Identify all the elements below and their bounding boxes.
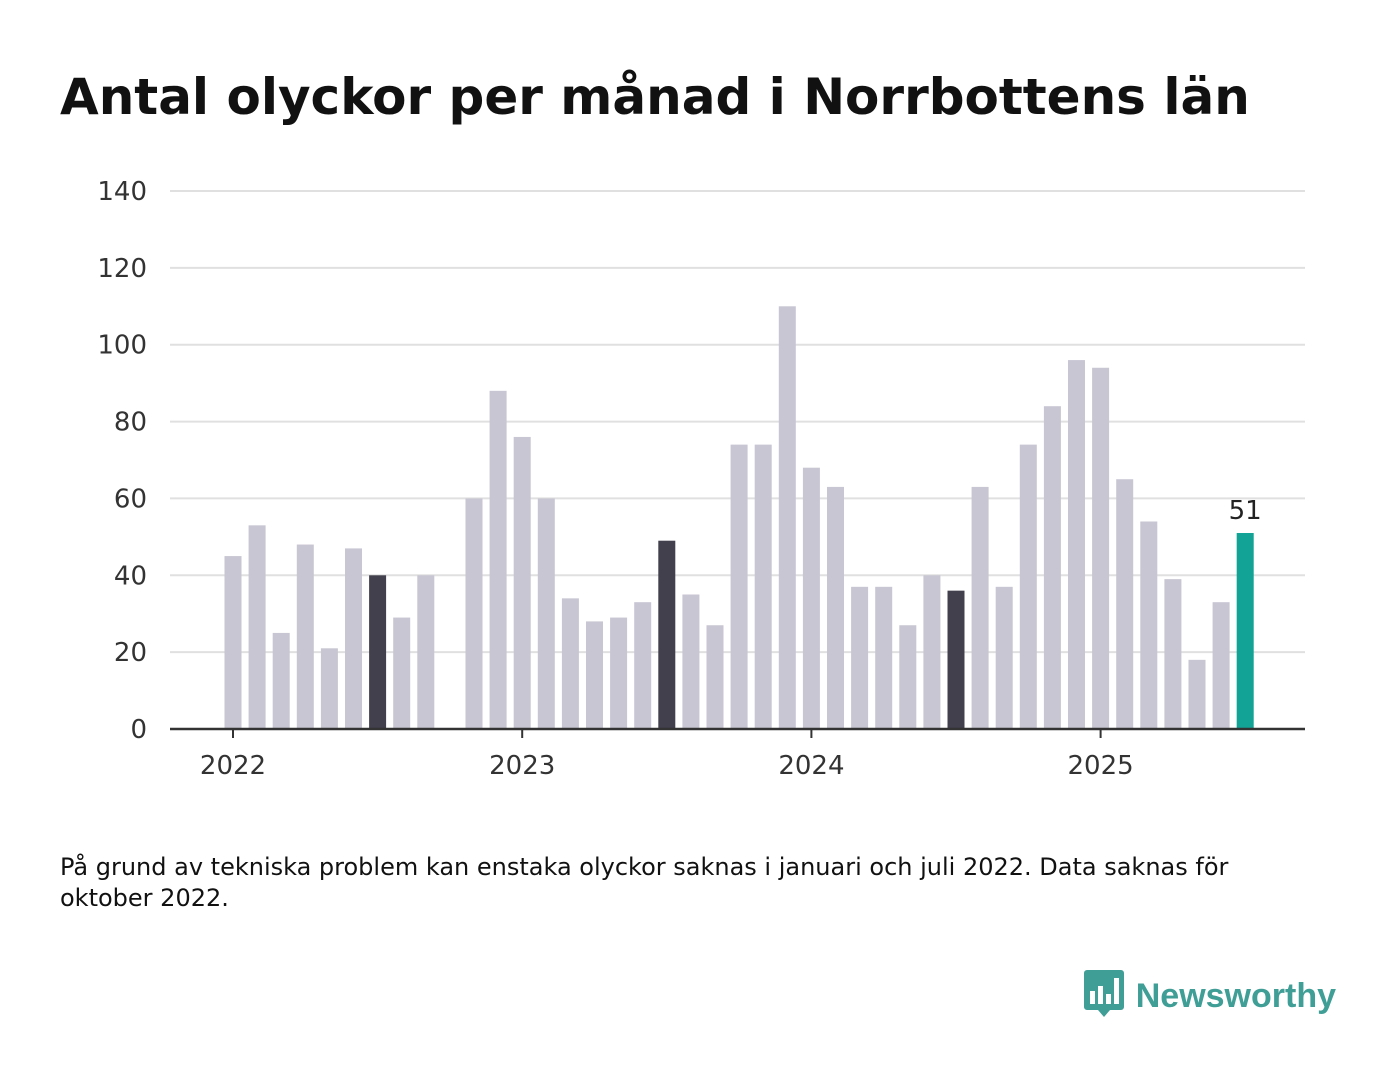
bar bbox=[971, 486, 989, 729]
x-tick-label: 2024 bbox=[778, 751, 844, 781]
bar bbox=[1116, 479, 1134, 729]
x-tick-label: 2023 bbox=[489, 751, 555, 781]
bar bbox=[1043, 406, 1061, 729]
bar bbox=[1212, 602, 1230, 729]
bar bbox=[1164, 579, 1182, 729]
bar bbox=[947, 590, 965, 729]
bar bbox=[851, 586, 869, 729]
bar bbox=[1236, 533, 1254, 729]
bar bbox=[995, 586, 1013, 729]
y-tick-label: 140 bbox=[97, 177, 147, 207]
bar bbox=[320, 648, 338, 729]
brand-name: Newsworthy bbox=[1135, 976, 1336, 1015]
data-label: 51 bbox=[1229, 496, 1262, 526]
bar bbox=[586, 621, 603, 729]
bar bbox=[296, 544, 314, 729]
bar bbox=[899, 625, 917, 729]
bar bbox=[610, 617, 628, 729]
bar-chart-speech-bubble-icon bbox=[1083, 970, 1124, 1022]
bar bbox=[369, 575, 387, 729]
bar bbox=[706, 625, 724, 729]
y-tick-label: 20 bbox=[114, 638, 147, 668]
y-tick-label: 120 bbox=[97, 254, 147, 284]
y-tick-label: 40 bbox=[114, 561, 147, 591]
bar bbox=[923, 575, 941, 729]
bar bbox=[561, 598, 579, 729]
bar bbox=[417, 575, 435, 729]
bar bbox=[827, 486, 844, 729]
bar bbox=[1019, 444, 1037, 729]
y-tick-label: 60 bbox=[114, 484, 147, 514]
bar bbox=[537, 498, 555, 729]
bar bbox=[345, 548, 362, 729]
x-tick-label: 2022 bbox=[200, 751, 266, 781]
y-tick-label: 0 bbox=[130, 715, 147, 745]
bar bbox=[778, 306, 796, 729]
bar bbox=[513, 436, 531, 729]
y-tick-label: 100 bbox=[97, 331, 147, 361]
bar bbox=[465, 498, 483, 729]
bar bbox=[875, 586, 893, 729]
bar bbox=[682, 594, 700, 729]
bar bbox=[393, 617, 411, 729]
bar bbox=[272, 632, 290, 729]
brand-logo: Newsworthy bbox=[1083, 970, 1336, 1022]
bar bbox=[1140, 521, 1158, 729]
bar bbox=[1068, 360, 1085, 729]
bar bbox=[489, 390, 507, 729]
bar bbox=[802, 467, 820, 729]
bar bbox=[730, 444, 748, 729]
x-tick-label: 2025 bbox=[1068, 751, 1134, 781]
bar bbox=[634, 602, 652, 729]
y-tick-label: 80 bbox=[114, 408, 147, 438]
bar bbox=[754, 444, 772, 729]
bar bbox=[248, 525, 266, 729]
footnote: På grund av tekniska problem kan enstaka… bbox=[60, 853, 1229, 912]
chart-title: Antal olyckor per månad i Norrbottens lä… bbox=[60, 68, 1250, 126]
bar bbox=[1092, 367, 1110, 729]
bar bbox=[658, 540, 676, 729]
bar bbox=[224, 556, 242, 729]
bar bbox=[1188, 659, 1206, 729]
bar-chart: 0 20 40 60 80 100 120 140 2022 2023 2024 2025 51 bbox=[97, 177, 1305, 781]
